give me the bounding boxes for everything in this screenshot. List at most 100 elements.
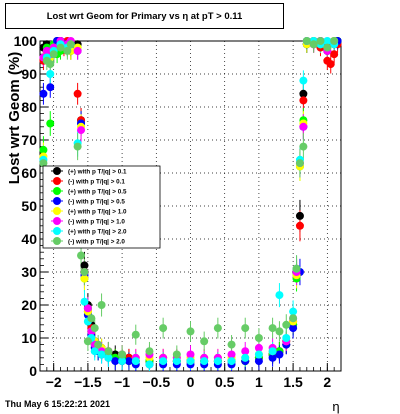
data-point bbox=[323, 43, 332, 52]
data-point bbox=[330, 37, 339, 45]
data-point bbox=[56, 43, 65, 52]
data-point bbox=[80, 297, 89, 306]
data-point bbox=[326, 60, 335, 69]
y-tick-label: 0 bbox=[29, 363, 37, 379]
data-point bbox=[289, 324, 298, 333]
data-point bbox=[295, 211, 304, 220]
data-point bbox=[73, 89, 82, 98]
data-point bbox=[118, 357, 127, 366]
data-point bbox=[268, 353, 277, 362]
data-point bbox=[118, 350, 127, 359]
data-point bbox=[97, 301, 106, 309]
data-point bbox=[254, 334, 263, 342]
data-point bbox=[83, 337, 92, 346]
data-point bbox=[289, 314, 298, 323]
data-point bbox=[275, 350, 284, 359]
legend-entry: (-) with p T/|q| > 0.5 bbox=[68, 199, 125, 206]
x-tick-label: −1 bbox=[114, 374, 130, 390]
x-tick-label: 1 bbox=[255, 374, 263, 390]
x-tick-label: −2 bbox=[46, 374, 62, 390]
y-tick-label: 80 bbox=[21, 99, 37, 115]
data-point bbox=[46, 70, 55, 78]
data-point bbox=[268, 324, 277, 333]
data-point bbox=[309, 40, 318, 49]
data-point bbox=[104, 347, 113, 356]
data-point bbox=[200, 337, 209, 346]
data-point bbox=[46, 60, 55, 69]
data-point bbox=[299, 142, 308, 151]
legend-entry: (+) with p T/|q| > 0.5 bbox=[68, 189, 127, 196]
y-tick-label: 30 bbox=[21, 264, 37, 280]
x-tick-label: 2 bbox=[323, 374, 331, 390]
data-points bbox=[39, 37, 342, 369]
y-tick-label: 60 bbox=[21, 165, 37, 181]
data-point bbox=[295, 159, 304, 168]
data-point bbox=[186, 350, 195, 359]
data-point bbox=[124, 357, 133, 366]
data-point bbox=[159, 357, 168, 366]
data-point bbox=[299, 122, 308, 131]
legend-entry: (-) with p T/|q| > 0.1 bbox=[68, 179, 125, 186]
legend-marker bbox=[53, 167, 61, 175]
legend-entry: (+) with p T/|q| > 2.0 bbox=[68, 229, 127, 236]
legend-box bbox=[42, 165, 161, 249]
data-point bbox=[289, 307, 298, 316]
data-point bbox=[213, 324, 222, 333]
data-point bbox=[292, 264, 301, 273]
legend-marker bbox=[53, 177, 61, 185]
data-point bbox=[299, 89, 308, 98]
y-tick-label: 90 bbox=[21, 66, 37, 82]
data-point bbox=[227, 350, 236, 359]
y-tick-label: 100 bbox=[14, 33, 38, 49]
y-tick-label: 50 bbox=[21, 198, 37, 214]
data-point bbox=[186, 327, 195, 336]
timestamp: Thu May 6 15:22:21 2021 bbox=[5, 399, 111, 409]
data-point bbox=[275, 327, 284, 336]
data-point bbox=[323, 37, 332, 45]
data-point bbox=[159, 324, 168, 333]
data-point bbox=[254, 343, 263, 352]
data-point bbox=[80, 274, 89, 283]
data-point bbox=[131, 357, 140, 366]
y-tick-label: 10 bbox=[21, 330, 37, 346]
data-point bbox=[66, 40, 75, 49]
data-point bbox=[172, 357, 181, 366]
data-point bbox=[282, 334, 291, 342]
data-point bbox=[94, 340, 103, 349]
data-point bbox=[77, 251, 86, 260]
data-point bbox=[77, 126, 86, 135]
data-point bbox=[282, 320, 291, 329]
x-tick-label: −0.5 bbox=[142, 374, 170, 390]
legend-marker bbox=[53, 197, 61, 205]
data-point bbox=[241, 353, 250, 362]
data-point bbox=[268, 347, 277, 356]
legend: (+) with p T/|q| > 0.1 (-) with p T/|q| >… bbox=[42, 165, 161, 249]
legend-marker bbox=[53, 187, 61, 195]
data-point bbox=[275, 291, 284, 300]
legend-entry: (-) with p T/|q| > 2.0 bbox=[68, 239, 125, 246]
legend-marker bbox=[53, 217, 61, 225]
data-point bbox=[316, 37, 325, 45]
chart-title: Lost wrt Geom for Primary vs η at pT > 0… bbox=[5, 3, 284, 29]
data-point bbox=[80, 261, 89, 270]
data-point bbox=[302, 37, 311, 45]
legend-entry: (-) with p T/|q| > 1.0 bbox=[68, 219, 125, 226]
data-point bbox=[73, 46, 82, 55]
legend-entry: (+) with p T/|q| > 1.0 bbox=[68, 209, 127, 216]
data-point bbox=[227, 357, 236, 366]
data-point bbox=[90, 324, 99, 333]
data-point bbox=[39, 159, 48, 168]
y-tick-label: 20 bbox=[21, 297, 37, 313]
data-point bbox=[254, 350, 263, 359]
x-tick-label: −1.5 bbox=[74, 374, 102, 390]
x-tick-label: 0.5 bbox=[215, 374, 235, 390]
y-tick-label: 40 bbox=[21, 231, 37, 247]
data-point bbox=[46, 83, 55, 92]
data-point bbox=[145, 347, 154, 356]
data-point bbox=[295, 221, 304, 230]
data-point bbox=[83, 304, 92, 313]
data-point bbox=[213, 357, 222, 366]
legend-marker bbox=[53, 227, 61, 235]
legend-marker bbox=[53, 207, 61, 215]
x-tick-label: 1.5 bbox=[283, 374, 303, 390]
